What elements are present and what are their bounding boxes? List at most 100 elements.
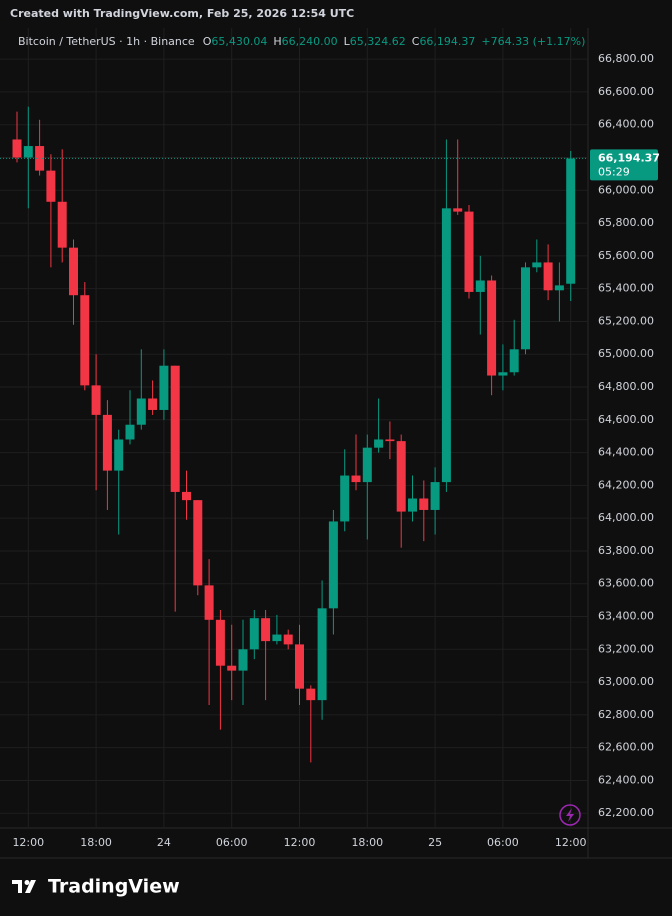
candle-body: [408, 498, 417, 512]
logo: TradingView: [12, 876, 180, 898]
candle-body: [80, 295, 90, 386]
x-tick-label: 18:00: [351, 836, 383, 849]
candle-body: [249, 618, 259, 650]
candle-body: [182, 491, 191, 501]
brand: TradingView: [48, 876, 180, 898]
y-tick-label: 62,800.00: [598, 708, 654, 721]
candle-body: [272, 634, 282, 642]
candle-body: [238, 649, 248, 671]
y-tick-label: 66,800.00: [598, 52, 654, 65]
y-tick-label: 64,200.00: [598, 478, 654, 491]
y-tick-label: 64,600.00: [598, 413, 654, 426]
candle-body: [521, 267, 530, 350]
y-tick-label: 63,800.00: [598, 544, 654, 557]
created-note: Created with TradingView.com, Feb 25, 20…: [10, 7, 354, 20]
candle-body: [498, 372, 508, 376]
candle-body: [328, 521, 338, 609]
candle-body: [317, 608, 327, 701]
y-tick-label: 63,000.00: [598, 675, 654, 688]
alert-bolt: [566, 808, 574, 822]
legend-value: 65,430.04: [211, 35, 267, 48]
candle-body: [283, 634, 293, 645]
candle-body: [136, 398, 146, 425]
candle-body: [261, 618, 271, 642]
candle-body: [102, 414, 112, 471]
candle-body: [114, 439, 124, 471]
candle-body: [487, 280, 497, 376]
logo-mark: [12, 880, 22, 893]
candle-body: [69, 247, 78, 296]
logo-slash: [25, 880, 36, 893]
legend-value: 66,194.37: [419, 35, 475, 48]
candle-body: [23, 146, 33, 158]
y-tick-label: 66,000.00: [598, 183, 654, 196]
candle-body: [554, 285, 564, 291]
candle-body: [385, 439, 395, 442]
candle-body: [204, 585, 214, 620]
x-tick-label: 06:00: [487, 836, 519, 849]
x-tick-label: 18:00: [80, 836, 112, 849]
legend-value: 65,324.62: [350, 35, 406, 48]
candles: [12, 106, 576, 763]
y-tick-label: 65,200.00: [598, 314, 654, 327]
candle-body: [125, 424, 135, 440]
y-tick-label: 64,000.00: [598, 511, 654, 524]
logo-dot: [24, 880, 30, 885]
x-tick-label: 12:00: [12, 836, 44, 849]
legend-key: O: [203, 35, 212, 48]
candle-body: [340, 475, 350, 522]
candle-body: [419, 498, 429, 510]
y-tick-label: 62,600.00: [598, 741, 654, 754]
candle-body: [193, 500, 203, 586]
candle-body: [12, 139, 22, 158]
y-tick-label: 62,200.00: [598, 806, 654, 819]
legend: Bitcoin / TetherUS · 1h · Binance O65,430…: [18, 35, 585, 48]
candle-body: [430, 482, 440, 510]
legend-change: +764.33 (+1.17%): [481, 35, 585, 48]
candle-body: [362, 447, 372, 483]
y-tick-label: 64,800.00: [598, 380, 654, 393]
x-tick-label: 12:00: [284, 836, 316, 849]
candle-body: [159, 365, 169, 410]
candle-body: [509, 349, 519, 373]
countdown: 05:29: [598, 165, 630, 178]
y-tick-label: 65,000.00: [598, 347, 654, 360]
y-tick-label: 65,800.00: [598, 216, 654, 229]
x-tick-label: 06:00: [216, 836, 248, 849]
legend-value: 66,240.00: [282, 35, 338, 48]
candle-body: [227, 665, 237, 671]
y-tick-label: 63,400.00: [598, 610, 654, 623]
y-tick-label: 65,600.00: [598, 249, 654, 262]
y-tick-label: 63,200.00: [598, 642, 654, 655]
y-tick-label: 66,400.00: [598, 118, 654, 131]
candle-body: [396, 441, 406, 512]
candle-body: [91, 385, 101, 415]
candle-body: [441, 208, 451, 483]
last-price-label: 66,194.37: [598, 151, 660, 164]
y-tick-label: 63,600.00: [598, 577, 654, 590]
candle-body: [464, 211, 474, 292]
candle-body: [566, 158, 576, 284]
candle-body: [374, 439, 384, 448]
candle-body: [532, 262, 542, 268]
y-tick-label: 66,600.00: [598, 85, 654, 98]
legend-symbol: Bitcoin / TetherUS · 1h · Binance: [18, 35, 195, 48]
x-tick-label: 25: [428, 836, 442, 849]
y-tick-label: 65,400.00: [598, 282, 654, 295]
candle-body: [351, 475, 361, 483]
alert-icon[interactable]: [559, 804, 581, 826]
candle-body: [170, 365, 180, 492]
x-tick-label: 12:00: [555, 836, 587, 849]
candle-body: [295, 644, 304, 689]
last-price-tag: [590, 149, 658, 181]
y-tick-label: 62,400.00: [598, 773, 654, 786]
x-tick-label: 24: [157, 836, 171, 849]
labels: 62,200.00 62,400.00 62,600.00 62,800.00 63,0…: [0, 52, 660, 849]
y-tick-label: 64,400.00: [598, 446, 654, 459]
candle-body: [543, 262, 553, 291]
legend-key: H: [273, 35, 281, 48]
candle-body: [306, 688, 316, 701]
